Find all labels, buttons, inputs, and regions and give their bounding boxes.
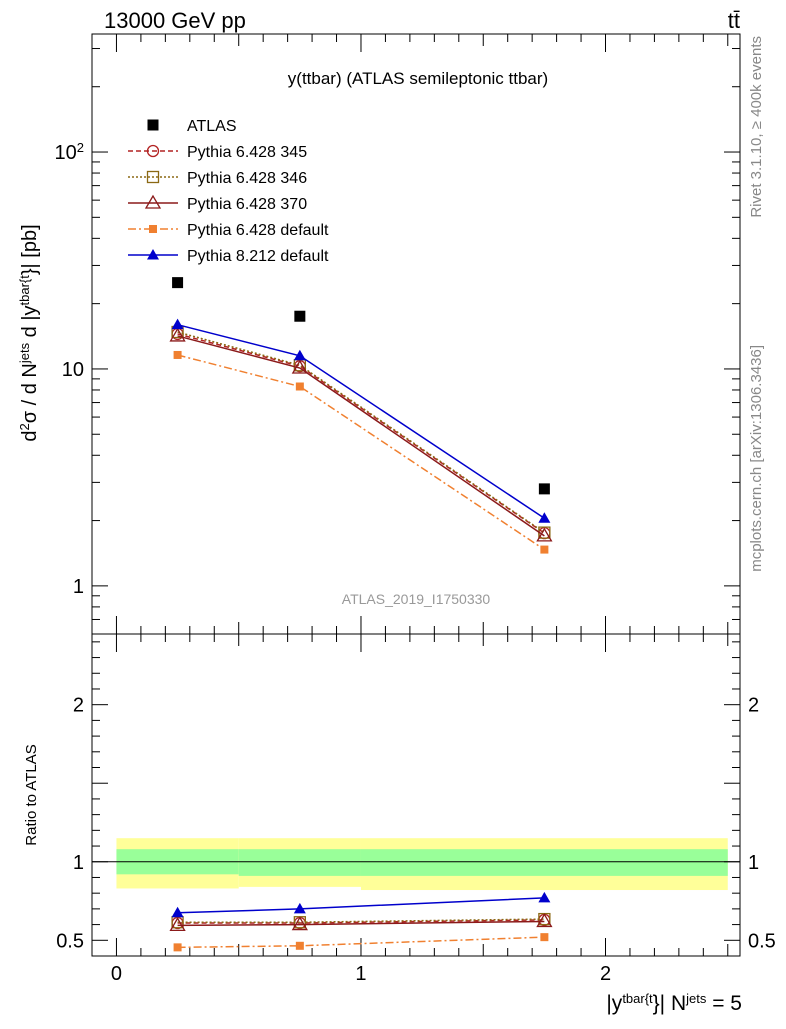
- band-green-1: [238, 849, 361, 876]
- series-point-ratio-2: [291, 916, 308, 931]
- main-y-tick-labels: 1 10 102: [55, 140, 84, 598]
- atlas-data-point: [294, 310, 306, 322]
- series-point-main-4: [293, 349, 306, 361]
- series-line-main-3: [177, 354, 545, 551]
- ratio-ytick-label-left: 0.5: [56, 930, 84, 952]
- analysis-id-label: ATLAS_2019_I1750330: [342, 591, 491, 607]
- x-axis-label: |ytbar{t}| Njets = 5: [606, 991, 742, 1016]
- x-tick-labels: 0 1 2: [111, 963, 611, 985]
- axis-ticks: [91, 34, 740, 957]
- series-point-main-3: [295, 382, 304, 391]
- series-point-ratio-2: [169, 917, 186, 932]
- series-point-ratio-4: [171, 906, 184, 918]
- series-line-main-1: [177, 331, 545, 534]
- main-ytick-label: 10: [62, 359, 84, 381]
- legend-marker-3: [149, 225, 157, 233]
- series-point-ratio-3: [295, 941, 304, 950]
- series-point-main-3: [540, 545, 549, 554]
- main-ytick-label: 1: [73, 576, 84, 598]
- process-label: tt̄: [728, 8, 740, 33]
- legend-marker-0: [146, 144, 160, 158]
- ratio-y-tick-labels: 0.5 0.5 1 1 2 2: [56, 695, 776, 953]
- series-point-ratio-4: [293, 902, 306, 914]
- legend-marker-4: [147, 249, 159, 260]
- energy-label: 13000 GeV pp: [104, 8, 246, 33]
- series-line-main-4: [177, 323, 545, 519]
- band-green-2: [360, 849, 728, 876]
- series-point-ratio-2: [536, 913, 553, 928]
- series-point-ratio-4: [538, 891, 551, 903]
- legend-marker-1: [146, 170, 160, 184]
- series-point-main-4: [171, 318, 184, 330]
- mcplots-label: mcplots.cern.ch [arXiv:1306.3436]: [748, 345, 765, 572]
- legend-label-1: Pythia 6.428 346: [187, 170, 307, 187]
- main-ytick-label: 102: [55, 140, 84, 165]
- legend-label-0: Pythia 6.428 345: [187, 144, 307, 161]
- ratio-bands: [92, 838, 740, 891]
- ratio-series-group: [169, 891, 553, 952]
- ratio-y-axis-label: Ratio to ATLAS: [23, 744, 40, 845]
- main-series-group: [169, 277, 553, 554]
- ratio-ytick-label-right: 2: [748, 695, 759, 717]
- ratio-ytick-label-left: 2: [73, 695, 84, 717]
- atlas-data-point: [172, 277, 184, 289]
- series-point-ratio-3: [540, 933, 549, 942]
- ratio-ytick-label-right: 0.5: [748, 930, 776, 952]
- legend-label-4: Pythia 8.212 default: [187, 248, 329, 265]
- series-line-main-2: [177, 335, 545, 537]
- legend-marker-atlas: [147, 119, 159, 131]
- series-line-ratio-4: [177, 897, 545, 914]
- legend-label-3: Pythia 6.428 default: [187, 222, 329, 239]
- ratio-ytick-label-left: 1: [73, 852, 84, 874]
- legend-marker-2: [144, 194, 162, 209]
- series-line-ratio-0: [177, 919, 545, 924]
- legend-label-2: Pythia 6.428 370: [187, 196, 307, 213]
- rivet-label: Rivet 3.1.10, ≥ 400k events: [748, 36, 765, 218]
- chart-title: y(ttbar) (ATLAS semileptonic ttbar): [288, 69, 548, 88]
- series-point-main-2: [169, 327, 186, 342]
- x-tick-label: 2: [600, 963, 611, 985]
- series-point-main-2: [536, 527, 553, 542]
- x-tick-label: 1: [355, 963, 366, 985]
- series-point-main-4: [538, 512, 551, 523]
- series-line-main-0: [177, 333, 545, 534]
- ratio-panel-frame: [91, 633, 741, 957]
- series-point-main-3: [173, 350, 182, 359]
- legend: ATLAS Pythia 6.428 345 Pythia 6.428 346 Pyt…: [128, 118, 329, 265]
- main-y-axis-label: d2σ / d Njets d |ytbar{t}| [pb]: [17, 224, 42, 441]
- atlas-data-point: [538, 483, 550, 495]
- series-point-ratio-3: [173, 943, 182, 952]
- series-line-ratio-1: [177, 918, 545, 923]
- series-point-main-2: [291, 359, 308, 374]
- series-line-ratio-2: [177, 920, 545, 927]
- legend-label-atlas: ATLAS: [187, 118, 237, 135]
- x-tick-label: 0: [111, 963, 122, 985]
- ratio-ytick-label-right: 1: [748, 852, 759, 874]
